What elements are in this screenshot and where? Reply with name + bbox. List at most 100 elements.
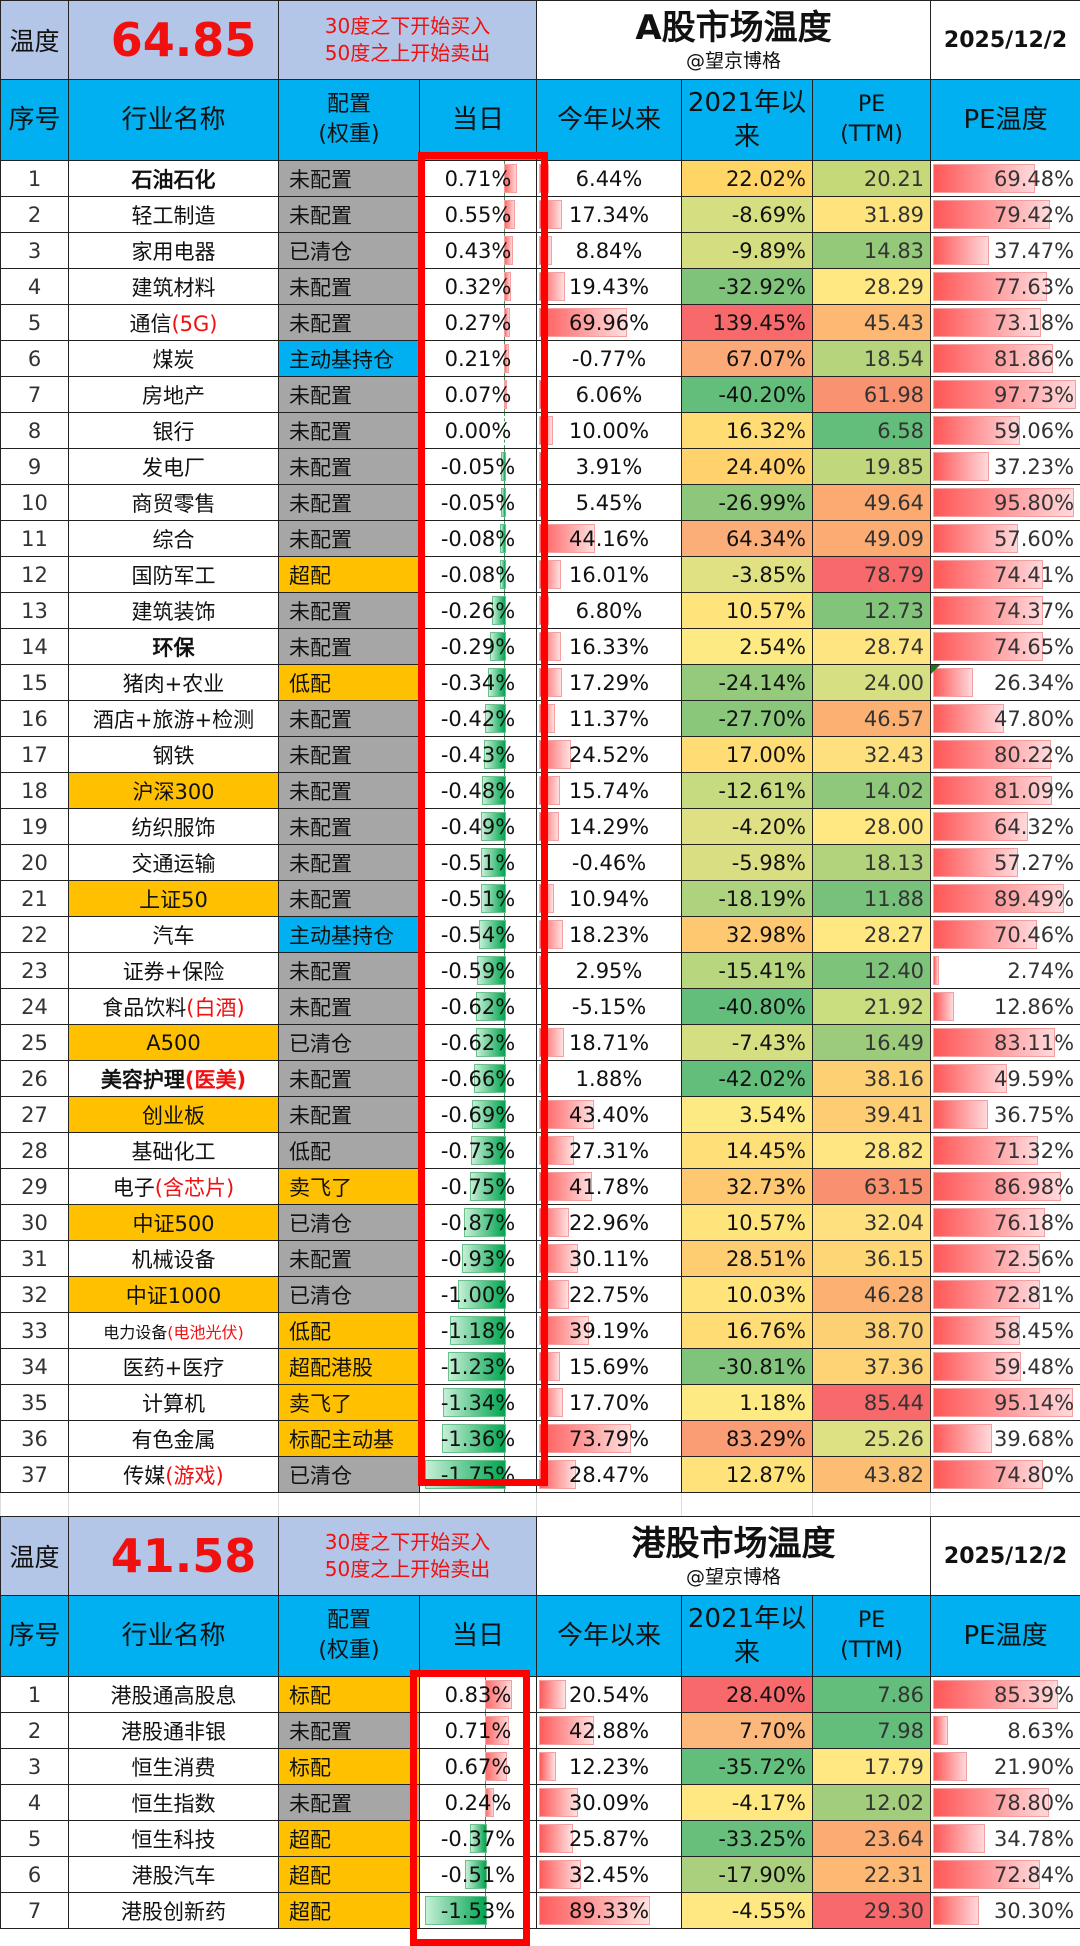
negative-bar: [475, 992, 506, 1021]
header-since-line2: 来: [734, 1638, 761, 1668]
pe-ttm: 6.58: [812, 412, 932, 449]
since-2021-change: -4.20%: [681, 808, 814, 845]
table-row: 4 恒生指数 未配置 0.24% 30.09% -4.17% 12.02 78.…: [0, 1784, 1080, 1821]
allocation-status: 未配置: [278, 304, 420, 341]
allocation-status: 未配置: [278, 376, 420, 413]
ytd-change-value: 11.37%: [568, 706, 650, 731]
pe-temperature: 71.32%: [930, 1132, 1080, 1169]
author-text: @望京博格: [686, 1566, 782, 1588]
pe-temperature: 57.60%: [930, 520, 1080, 557]
pe-temperature-value: 34.78%: [993, 1826, 1075, 1851]
allocation-status: 未配置: [278, 160, 420, 197]
column-headers: 序号 行业名称 配置 (权重) 当日 今年以来 2021年以来 PE (TTM) P…: [0, 1595, 1080, 1677]
since-2021-change: 22.02%: [681, 160, 814, 197]
table-row: 4 建筑材料 未配置 0.32% 19.43% -32.92% 28.29 77…: [0, 268, 1080, 305]
ytd-change: -0.77%: [536, 340, 683, 377]
allocation-status: 已清仓: [278, 1456, 420, 1493]
ytd-change: 25.87%: [536, 1820, 683, 1857]
daily-change-value: 0.43%: [444, 238, 512, 263]
daily-change: -1.00%: [418, 1276, 538, 1313]
pe-temperature: 47.80%: [930, 700, 1080, 737]
since-2021-change: -5.98%: [681, 844, 814, 881]
row-number: 11: [0, 520, 69, 557]
daily-change: -0.34%: [418, 664, 538, 701]
industry-name-text: 建筑装饰: [131, 599, 216, 624]
pe-temp-bar: [933, 920, 1037, 949]
negative-bar: [461, 1244, 506, 1273]
pe-temperature-value: 77.63%: [993, 274, 1075, 299]
header-ytd: 今年以来: [536, 79, 683, 161]
since-2021-change: 10.57%: [681, 1204, 814, 1241]
industry-name-text: 证券+保险: [122, 959, 225, 984]
industry-name: 通信(5G): [68, 304, 279, 341]
allocation-status: 未配置: [278, 1060, 420, 1097]
row-number: 36: [0, 1420, 69, 1457]
ytd-bar: [539, 416, 554, 445]
pe-ttm: 43.82: [812, 1456, 932, 1493]
industry-name: 交通运输: [68, 844, 279, 881]
ytd-change: 6.44%: [536, 160, 683, 197]
table-row: 35 计算机 卖飞了 -1.34% 17.70% 1.18% 85.44 95.…: [0, 1384, 1080, 1421]
since-2021-change: 14.45%: [681, 1132, 814, 1169]
pe-ttm: 18.13: [812, 844, 932, 881]
pe-temperature: 30.30%: [930, 1892, 1080, 1929]
market-title: A股市场温度 @望京博格: [536, 0, 932, 80]
header-pe: PE (TTM): [812, 1595, 932, 1677]
pe-temperature-value: 81.09%: [993, 778, 1075, 803]
daily-change: -0.08%: [418, 556, 538, 593]
ytd-change: 15.69%: [536, 1348, 683, 1385]
ytd-change-value: 32.45%: [568, 1862, 650, 1887]
pe-temperature-value: 78.80%: [993, 1790, 1075, 1815]
ytd-change-value: 17.29%: [568, 670, 650, 695]
pe-temp-bar: [933, 1136, 1039, 1165]
pe-temperature-value: 57.27%: [993, 850, 1075, 875]
rule-sell: 50度之上开始卖出: [324, 41, 491, 65]
industry-name: 食品饮料(白酒): [68, 988, 279, 1025]
pe-ttm: 49.64: [812, 484, 932, 521]
negative-bar: [472, 1100, 506, 1129]
since-2021-change: 1.18%: [681, 1384, 814, 1421]
since-2021-change: 17.00%: [681, 736, 814, 773]
daily-change: -0.62%: [418, 988, 538, 1025]
rule-buy: 30度之下开始买入: [324, 1530, 491, 1554]
header-since-line2: 来: [734, 122, 761, 152]
negative-bar: [464, 1208, 506, 1237]
industry-name: 酒店+旅游+检测: [68, 700, 279, 737]
header-config-line2: (权重): [318, 122, 380, 147]
daily-change: -0.93%: [418, 1240, 538, 1277]
ytd-change: 69.96%: [536, 304, 683, 341]
industry-name-text: 酒店+旅游+检测: [92, 707, 255, 732]
allocation-status: 未配置: [278, 736, 420, 773]
table-row: 1 港股通高股息 标配 0.83% 20.54% 28.40% 7.86 85.…: [0, 1676, 1080, 1713]
pe-temperature: 79.42%: [930, 196, 1080, 233]
industry-name-text: 医药+医疗: [122, 1355, 225, 1380]
ytd-change-value: 5.45%: [575, 490, 643, 515]
ytd-change-value: -0.46%: [571, 850, 647, 875]
table-row: 20 交通运输 未配置 -0.51% -0.46% -5.98% 18.13 5…: [0, 844, 1080, 881]
ytd-change: 22.75%: [536, 1276, 683, 1313]
daily-change: -0.37%: [418, 1820, 538, 1857]
pe-temperature: 72.84%: [930, 1856, 1080, 1893]
table-row: 2 轻工制造 未配置 0.55% 17.34% -8.69% 31.89 79.…: [0, 196, 1080, 233]
negative-bar: [484, 704, 506, 733]
header-since2021: 2021年以来: [681, 1595, 814, 1677]
positive-bar: [503, 308, 511, 337]
pe-ttm: 37.36: [812, 1348, 932, 1385]
daily-change: 0.21%: [418, 340, 538, 377]
ytd-change: 30.09%: [536, 1784, 683, 1821]
ytd-bar: [539, 272, 565, 301]
ytd-bar: [539, 308, 627, 337]
pe-ttm: 23.64: [812, 1820, 932, 1857]
row-number: 35: [0, 1384, 69, 1421]
pe-temperature-value: 89.49%: [993, 886, 1075, 911]
ytd-change: 42.88%: [536, 1712, 683, 1749]
negative-bar: [476, 956, 506, 985]
industry-name: 纺织服饰: [68, 808, 279, 845]
since-2021-change: -35.72%: [681, 1748, 814, 1785]
date-text: 2025/12/2: [930, 0, 1080, 80]
allocation-status: 低配: [278, 1132, 420, 1169]
allocation-status: 未配置: [278, 268, 420, 305]
row-number: 9: [0, 448, 69, 485]
daily-change-value: -1.23%: [440, 1354, 516, 1379]
negative-bar: [488, 668, 506, 697]
